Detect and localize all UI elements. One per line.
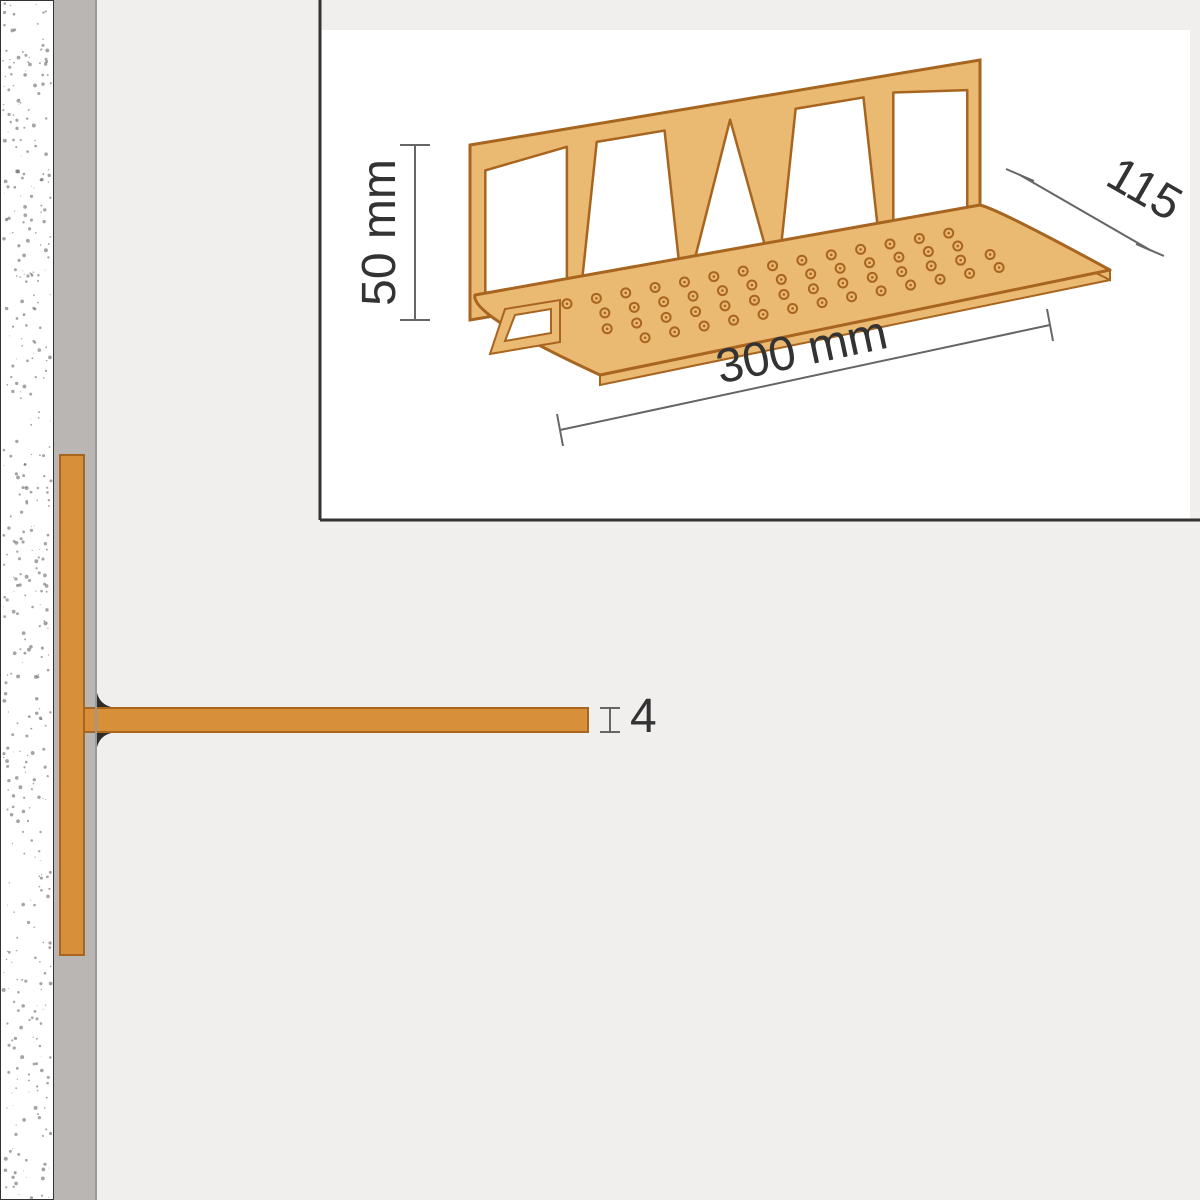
shelf-technical-diagram: 450 mm300 mm115 [0, 0, 1200, 1200]
thickness-label: 4 [630, 690, 657, 743]
height-label: 50 mm [353, 159, 406, 306]
